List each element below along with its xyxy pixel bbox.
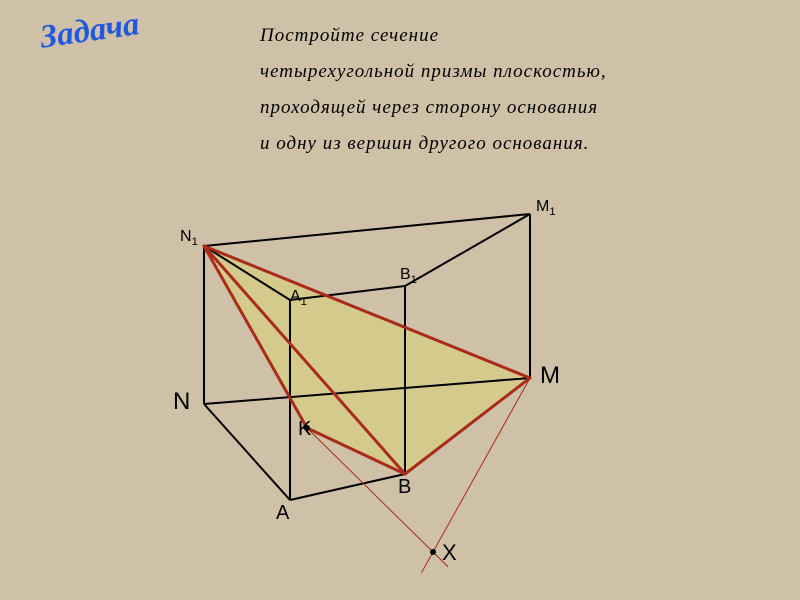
prism-edge [204, 404, 290, 500]
prism-edge [290, 474, 405, 500]
point-label: B1 [400, 266, 417, 286]
section-fill [204, 246, 530, 474]
point-label: X [442, 540, 457, 566]
prism-diagram [0, 0, 800, 600]
point-label: A [276, 502, 289, 525]
point-label: A1 [290, 288, 307, 308]
point-label: N1 [180, 228, 198, 248]
point-label: B [398, 476, 411, 499]
point-label: N [173, 388, 190, 416]
point-label: K [298, 418, 311, 441]
point-dot [430, 549, 436, 555]
point-label: M [540, 362, 560, 390]
point-label: M1 [536, 198, 556, 218]
